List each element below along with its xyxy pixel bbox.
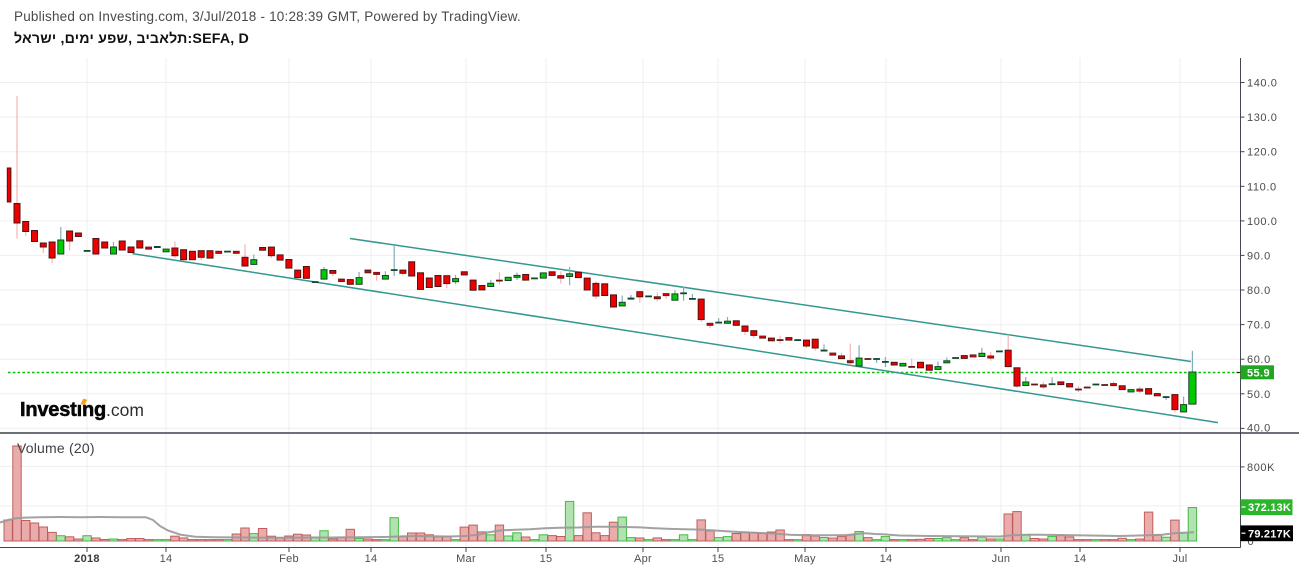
- svg-text:Apr: Apr: [634, 553, 652, 565]
- svg-text:120.0: 120.0: [1247, 147, 1278, 159]
- svg-text:14: 14: [365, 553, 378, 565]
- svg-text:100.0: 100.0: [1247, 216, 1278, 228]
- svg-text:130.0: 130.0: [1247, 112, 1278, 124]
- svg-text:55.9: 55.9: [1247, 367, 1270, 379]
- svg-text:15: 15: [712, 553, 725, 565]
- svg-text:14: 14: [880, 553, 893, 565]
- svg-text:140.0: 140.0: [1247, 78, 1278, 90]
- svg-text:60.0: 60.0: [1247, 354, 1271, 366]
- svg-text:14: 14: [1074, 553, 1087, 565]
- svg-text:0: 0: [1248, 536, 1255, 548]
- svg-text:Jun: Jun: [992, 553, 1011, 565]
- svg-text:110.0: 110.0: [1247, 181, 1277, 193]
- svg-text:800K: 800K: [1247, 462, 1275, 474]
- svg-text:15: 15: [540, 553, 553, 565]
- svg-text:372.13K: 372.13K: [1248, 502, 1291, 514]
- svg-text:50.0: 50.0: [1247, 389, 1271, 401]
- svg-text:May: May: [794, 553, 816, 565]
- svg-text:2018: 2018: [74, 553, 100, 565]
- svg-text:Jul: Jul: [1173, 553, 1188, 565]
- svg-text:70.0: 70.0: [1247, 320, 1271, 332]
- svg-text:Mar: Mar: [456, 553, 476, 565]
- svg-text:40.0: 40.0: [1247, 422, 1271, 434]
- svg-text:79.217K: 79.217K: [1248, 528, 1291, 540]
- svg-text:Feb: Feb: [279, 553, 299, 565]
- svg-text:90.0: 90.0: [1247, 250, 1271, 262]
- svg-text:80.0: 80.0: [1247, 285, 1271, 297]
- svg-text:14: 14: [160, 553, 173, 565]
